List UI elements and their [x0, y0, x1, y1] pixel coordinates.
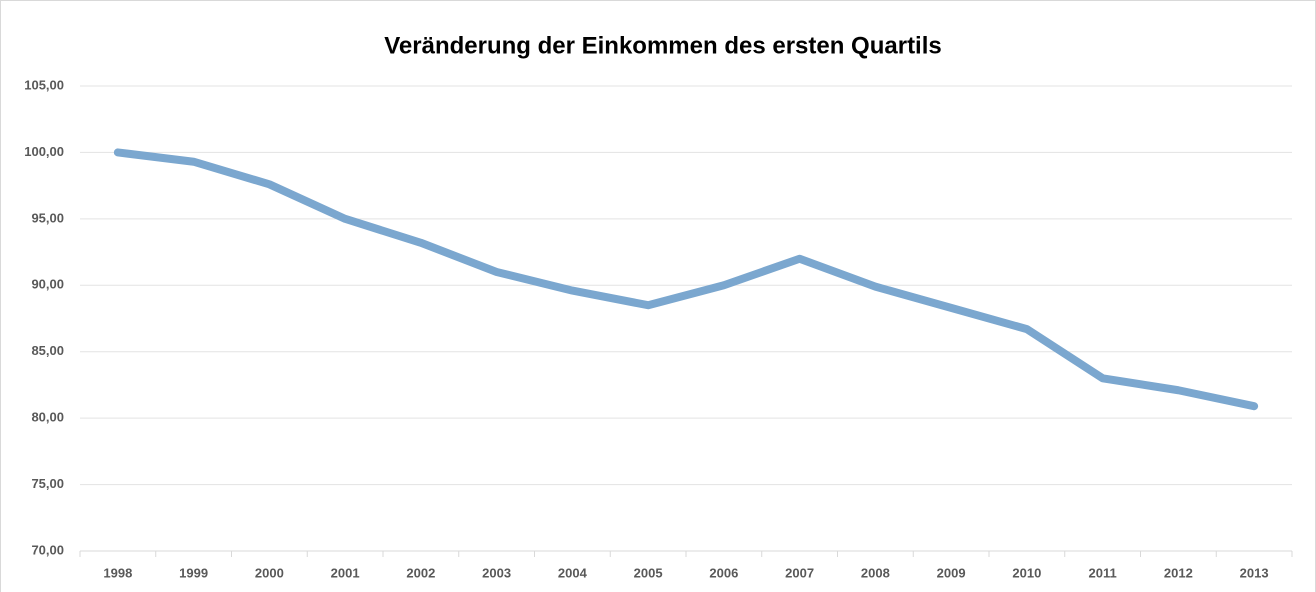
x-tick-label: 2000 — [255, 565, 284, 580]
x-tick-label: 2002 — [406, 565, 435, 580]
x-tick-label: 2013 — [1240, 565, 1269, 580]
y-tick-label: 75,00 — [31, 476, 64, 491]
chart-title: Veränderung der Einkommen des ersten Qua… — [384, 32, 942, 59]
y-tick-label: 80,00 — [31, 410, 64, 425]
x-tick-label: 1999 — [179, 565, 208, 580]
y-tick-label: 100,00 — [24, 144, 64, 159]
x-tick-label: 2009 — [937, 565, 966, 580]
y-tick-label: 70,00 — [31, 542, 64, 557]
x-tick-label: 2003 — [482, 565, 511, 580]
x-tick-label: 1998 — [103, 565, 132, 580]
x-tick-label: 2010 — [1012, 565, 1041, 580]
x-tick-label: 2001 — [331, 565, 360, 580]
line-series — [113, 148, 1259, 411]
y-tick-label: 85,00 — [31, 343, 64, 358]
x-tick-label: 2008 — [861, 565, 890, 580]
x-tick-label: 2005 — [634, 565, 663, 580]
y-tick-label: 105,00 — [24, 77, 64, 92]
x-tick-label: 2006 — [709, 565, 738, 580]
x-tick-label: 2004 — [558, 565, 588, 580]
x-tick-label: 2007 — [785, 565, 814, 580]
x-tick-label: 2012 — [1164, 565, 1193, 580]
x-tick-label: 2011 — [1089, 565, 1117, 580]
y-tick-label: 95,00 — [31, 210, 64, 225]
y-tick-label: 90,00 — [31, 277, 64, 292]
